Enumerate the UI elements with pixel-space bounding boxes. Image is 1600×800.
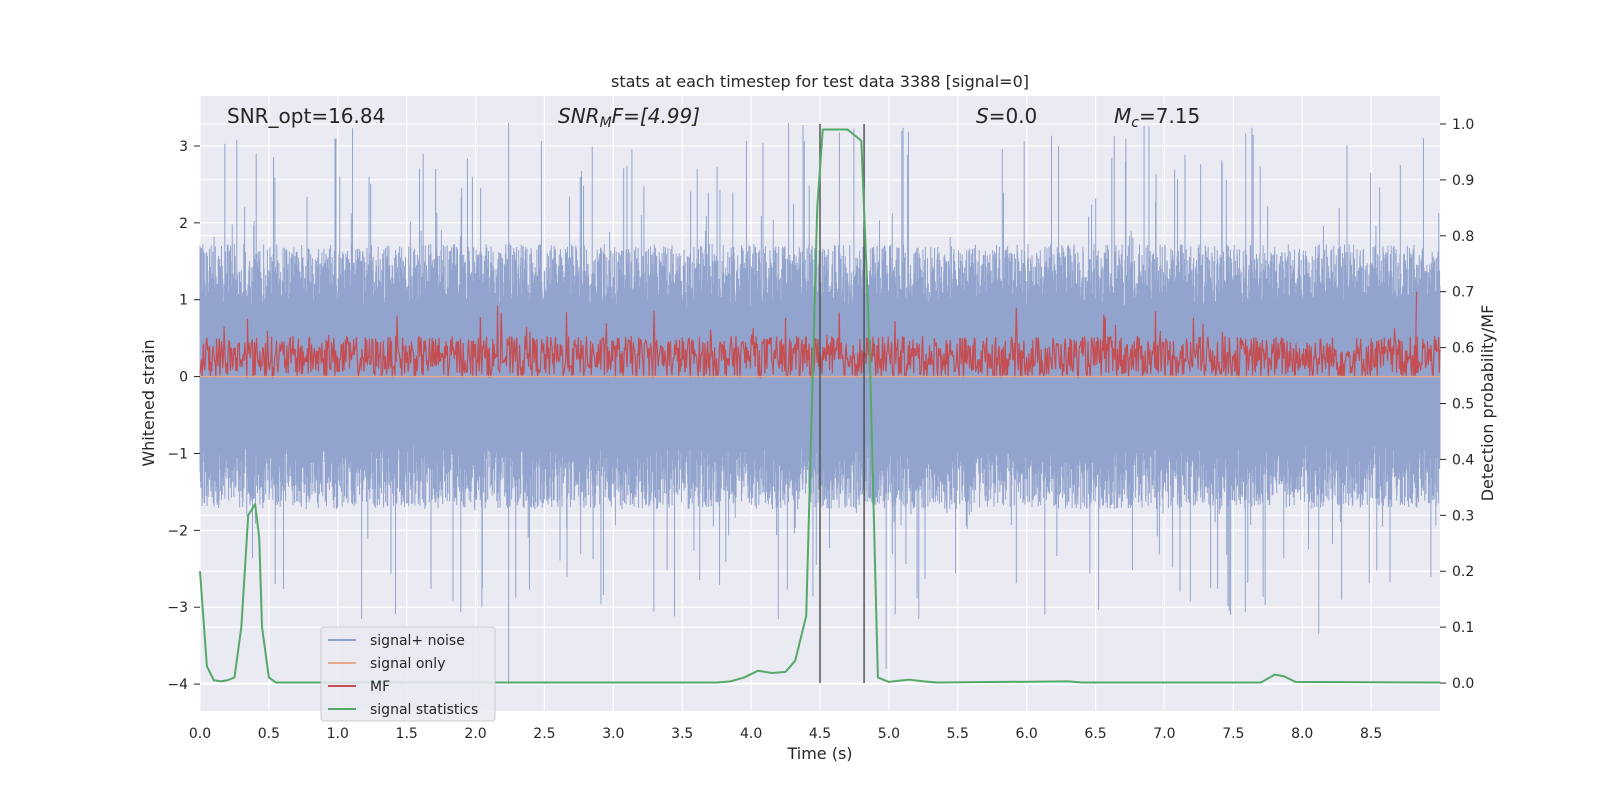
line-signal-statistics	[199, 128, 1441, 684]
y-axis-ticks: −4 −3 −2 −1 0 1 2 3	[167, 139, 200, 693]
y2-tick-label-6: 0.6	[1452, 341, 1474, 357]
x-tick-label-8: 4.0	[740, 726, 762, 742]
y2-tick-label-1: 0.1	[1452, 620, 1474, 636]
legend-box	[320, 626, 496, 722]
y2-tick-label-7: 0.7	[1452, 285, 1474, 301]
x-tick-label-5: 2.5	[533, 726, 555, 742]
y2-tick-label-2: 0.2	[1452, 564, 1474, 580]
x-axis-label: Time (s)	[786, 744, 852, 763]
y-tick-label-5: 1	[179, 293, 188, 309]
x-tick-label-4: 2.0	[464, 726, 486, 742]
x-tick-label-13: 6.5	[1084, 726, 1106, 742]
y-tick-label-2: −2	[167, 523, 188, 539]
legend-label-mf: MF	[370, 679, 390, 695]
y-tick-label-1: −3	[167, 600, 188, 616]
annotation-snr-opt: SNR_opt=16.84	[227, 104, 385, 128]
y2-tick-label-8: 0.8	[1452, 229, 1474, 245]
x-tick-label-9: 4.5	[809, 726, 831, 742]
x-tick-label-14: 7.0	[1153, 726, 1175, 742]
y2-axis-ticks: 0.0 0.1 0.2 0.3 0.4 0.5 0.6 0.7 0.8 0.9 1.0	[1440, 117, 1474, 692]
y2-axis-label: Detection probability/MF	[1478, 305, 1497, 502]
x-tick-label-2: 1.0	[327, 726, 349, 742]
x-tick-label-11: 5.5	[947, 726, 969, 742]
x-tick-label-16: 8.0	[1291, 726, 1313, 742]
legend-label-signal-only: signal only	[370, 656, 445, 672]
y-tick-label-0: −4	[167, 677, 188, 693]
legend-label-signal-statistics: signal statistics	[370, 702, 478, 718]
x-tick-label-10: 5.0	[878, 726, 900, 742]
y2-tick-label-4: 0.4	[1452, 452, 1474, 468]
legend-label-signal-noise: signal+ noise	[370, 633, 465, 649]
x-tick-label-15: 7.5	[1222, 726, 1244, 742]
x-tick-label-1: 0.5	[258, 726, 280, 742]
x-tick-label-0: 0.0	[189, 726, 211, 742]
y2-tick-label-3: 0.3	[1452, 508, 1474, 524]
annotation-snr-mf: SNRMF=[4.99]	[558, 104, 700, 131]
y2-tick-label-10: 1.0	[1452, 117, 1474, 133]
x-tick-label-12: 6.0	[1016, 726, 1038, 742]
y-tick-label-4: 0	[179, 370, 188, 386]
series-signal-statistics	[199, 128, 1441, 684]
annotation-mc: Mc=7.15	[1114, 104, 1200, 131]
y-tick-label-6: 2	[179, 216, 188, 232]
y2-tick-label-0: 0.0	[1452, 676, 1474, 692]
annotation-s: S=0.0	[976, 104, 1037, 128]
x-tick-label-17: 8.5	[1360, 726, 1382, 742]
y-axis-label: Whitened strain	[139, 339, 158, 466]
x-tick-label-6: 3.0	[602, 726, 624, 742]
y-tick-label-7: 3	[179, 139, 188, 155]
x-tick-label-3: 1.5	[396, 726, 418, 742]
y-tick-label-3: −1	[167, 446, 188, 462]
y2-tick-label-9: 0.9	[1452, 173, 1474, 189]
x-axis-ticks: 0.0 0.5 1.0 1.5 2.0 2.5 3.0 3.5 4.0 4.5 5.0 5.5 6.0 6…	[189, 726, 1382, 742]
x-tick-label-7: 3.5	[671, 726, 693, 742]
legend: signal+ noise signal only MF signal stat…	[320, 626, 496, 722]
chart-title: stats at each timestep for test data 338…	[611, 72, 1029, 91]
y2-tick-label-5: 0.5	[1452, 397, 1474, 413]
